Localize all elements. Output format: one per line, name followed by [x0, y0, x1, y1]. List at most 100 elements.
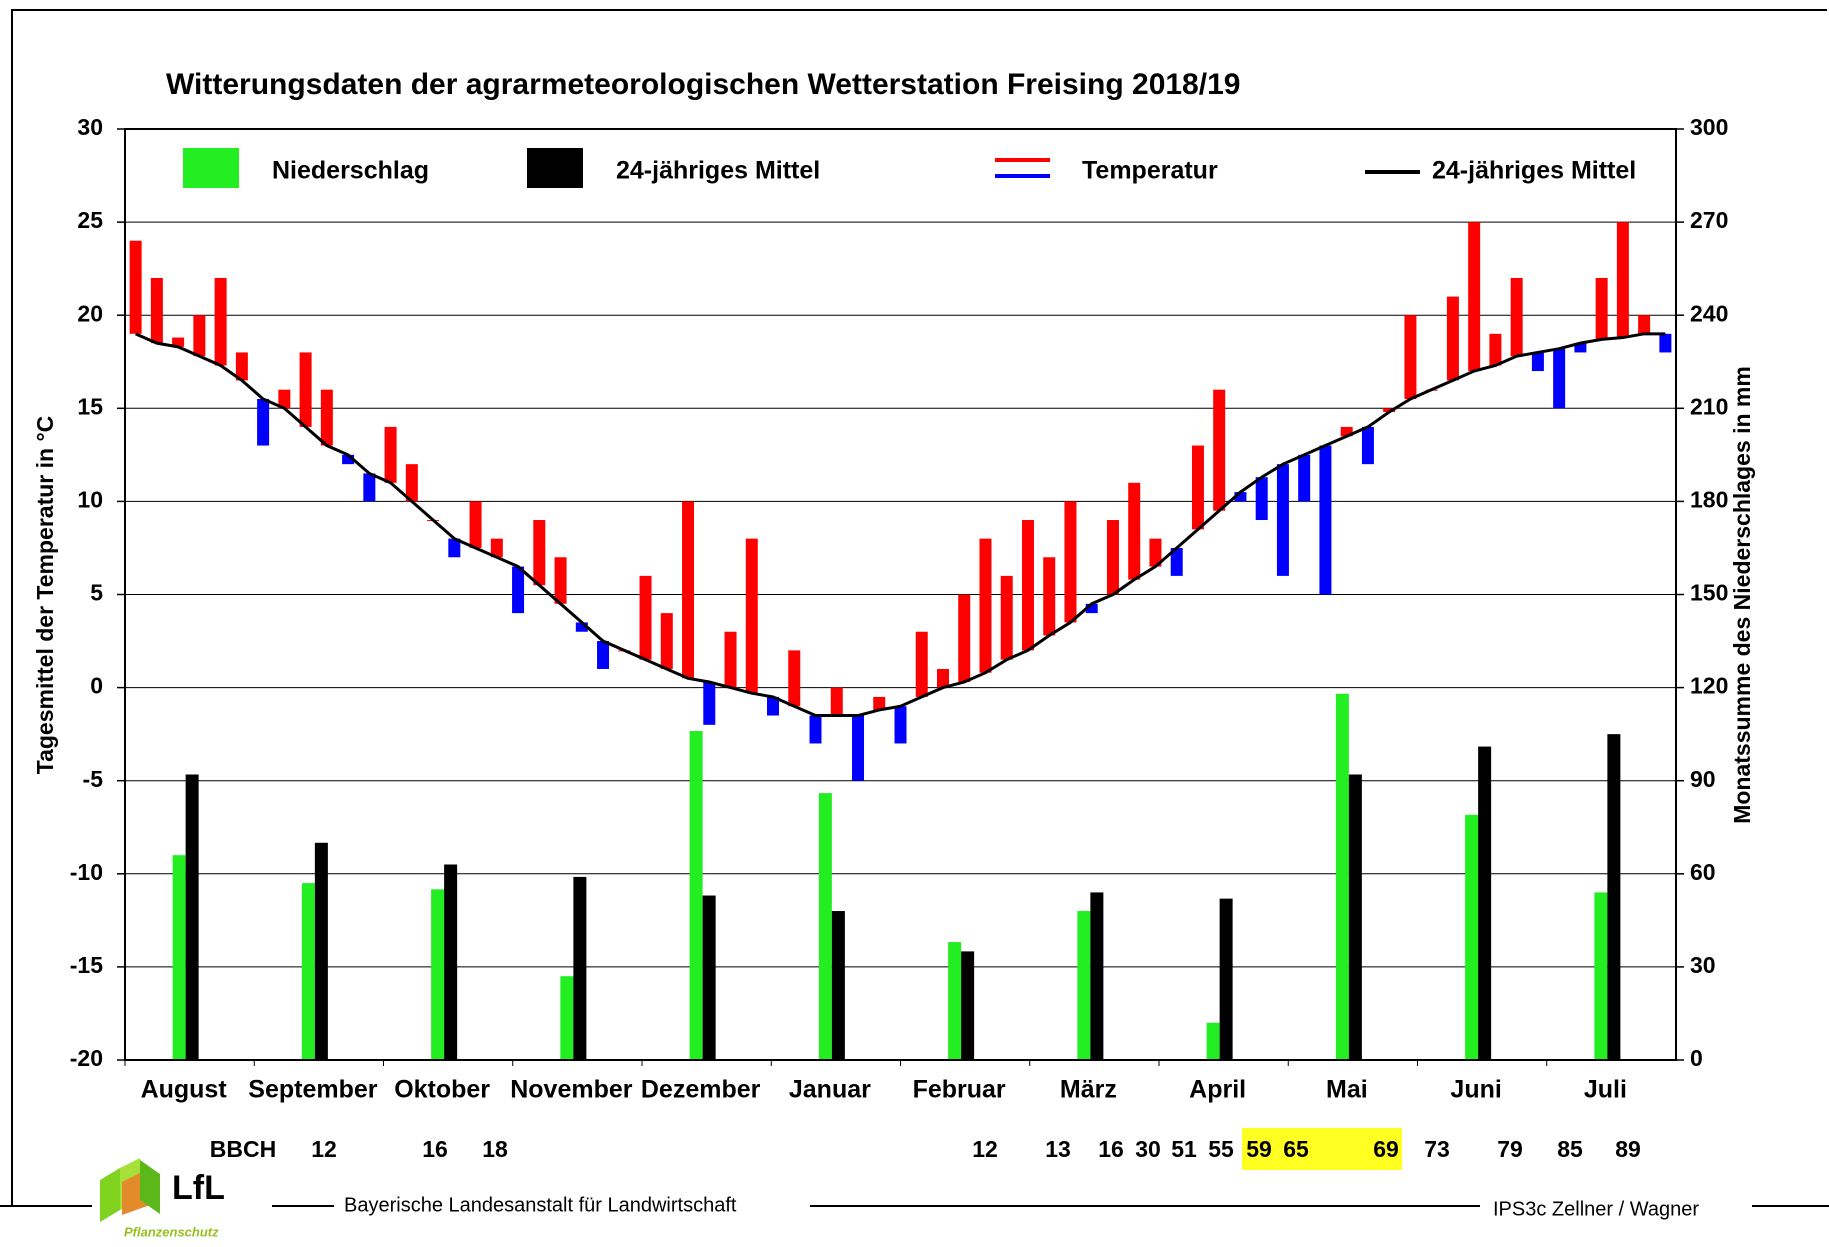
temperature-bar — [1319, 445, 1332, 595]
bbch-label: BBCH — [210, 1136, 276, 1162]
x-tick-label: März — [1060, 1076, 1117, 1104]
precipitation-bar — [831, 911, 845, 1060]
temperature-mean-line — [135, 332, 1666, 718]
temperature-bar — [660, 613, 673, 669]
bbch-stage: 12 — [972, 1136, 998, 1162]
x-tick-label: Dezember — [641, 1076, 761, 1104]
legend-label: Temperatur — [1082, 157, 1218, 185]
precipitation-bar — [948, 942, 962, 1060]
temperature-bar — [1255, 477, 1268, 521]
temperature-bar — [363, 473, 376, 502]
precipitation-bar — [689, 731, 703, 1060]
temperature-bar — [257, 398, 270, 446]
temperature-bar — [809, 715, 822, 744]
temperature-bar — [1531, 352, 1544, 372]
temperature-bar — [384, 426, 397, 483]
temperature-bar — [554, 557, 567, 604]
y-tick-label: -20 — [70, 1045, 103, 1071]
temperature-bar — [1128, 482, 1141, 580]
temperature-bar — [703, 682, 716, 725]
precipitation-bar — [1077, 911, 1091, 1060]
temperature-bar — [597, 641, 610, 669]
precipitation-bar — [560, 976, 574, 1060]
logo-text: LfL — [172, 1169, 225, 1207]
temperature-bar — [979, 538, 992, 673]
x-tick-label: Januar — [789, 1076, 871, 1104]
temperature-bar — [1234, 492, 1247, 502]
plot-border — [124, 128, 1677, 1061]
precipitation-bar — [444, 864, 458, 1060]
precipitation-bar — [1335, 693, 1349, 1060]
temperature-bar — [1000, 575, 1013, 660]
logo-subtitle: Pflanzenschutz — [124, 1224, 219, 1239]
temperature-bar — [1064, 501, 1077, 623]
legend-label: Niederschlag — [272, 157, 429, 185]
temperature-bar — [852, 715, 865, 781]
precipitation-bar — [1465, 814, 1479, 1060]
y-tick-label: 5 — [90, 580, 103, 606]
temperature-bar — [1446, 296, 1459, 381]
y-tick-label: 30 — [77, 114, 103, 140]
bbch-stage: 51 — [1171, 1136, 1197, 1162]
bbch-stage: 16 — [1098, 1136, 1124, 1162]
y2-tick-label: 0 — [1690, 1045, 1703, 1071]
temperature-bar — [1021, 520, 1034, 651]
temperature-bar — [915, 631, 928, 697]
bbch-stage: 89 — [1615, 1136, 1641, 1162]
y2-tick-label: 90 — [1690, 766, 1716, 792]
precipitation-bar — [1090, 892, 1104, 1060]
precipitation-bar — [961, 951, 975, 1060]
temperature-bar — [1383, 408, 1396, 413]
precipitation-bar — [185, 774, 199, 1060]
y-tick-label: -10 — [70, 859, 103, 885]
temperature-bar — [129, 240, 142, 334]
temperature-bar — [172, 337, 185, 347]
temperature-bar — [448, 538, 461, 558]
bbch-stage: 13 — [1045, 1136, 1071, 1162]
temperature-bar — [1489, 333, 1502, 366]
precipitation-bar — [172, 855, 186, 1060]
legend-label: 24-jähriges Mittel — [616, 157, 820, 185]
temperature-bar — [1298, 454, 1311, 502]
precipitation-bar — [1206, 1022, 1220, 1060]
bbch-stage: 79 — [1497, 1136, 1523, 1162]
temperature-bar — [894, 706, 907, 744]
y2-tick-label: 210 — [1690, 393, 1728, 419]
temperature-bar — [1659, 333, 1672, 353]
y-tick-label: -15 — [70, 952, 103, 978]
y2-axis-label: Monatssumme des Niederschlages in mm — [1729, 366, 1755, 824]
temperature-bar — [1213, 389, 1226, 511]
temperature-bar — [1106, 520, 1119, 595]
y2-tick-label: 270 — [1690, 207, 1728, 233]
y-tick-label: 0 — [90, 673, 103, 699]
temperature-bar — [342, 454, 355, 465]
x-tick-label: Februar — [913, 1076, 1006, 1104]
temperature-bar — [1510, 277, 1523, 357]
temperature-bar — [1191, 445, 1204, 530]
x-tick-label: Juli — [1584, 1076, 1627, 1104]
temperature-bar — [299, 352, 312, 427]
temperature-bar — [745, 538, 758, 694]
bbch-stage: 16 — [422, 1136, 448, 1162]
footer-institution: Bayerische Landesanstalt für Landwirtsch… — [344, 1194, 737, 1216]
y2-tick-label: 60 — [1690, 859, 1716, 885]
precipitation-bar — [573, 876, 587, 1060]
bbch-stage: 12 — [311, 1136, 337, 1162]
frame — [0, 9, 1829, 1207]
bbch-stage: 18 — [482, 1136, 508, 1162]
x-tick-label: April — [1189, 1076, 1246, 1104]
temperature-bar — [150, 277, 163, 344]
temperature-bar — [873, 696, 886, 710]
bbch-stage: 55 — [1208, 1136, 1234, 1162]
footer-credit: IPS3c Zellner / Wagner — [1493, 1198, 1699, 1220]
y2-tick-label: 240 — [1690, 300, 1728, 326]
temperature-bar — [1638, 315, 1651, 334]
temperature-bar — [682, 501, 695, 679]
precipitation-bar — [314, 842, 328, 1060]
temperature-bar — [1595, 277, 1608, 340]
temperature-bar — [767, 696, 780, 716]
temperature-bar — [193, 315, 206, 357]
temperature-bar — [469, 501, 482, 548]
